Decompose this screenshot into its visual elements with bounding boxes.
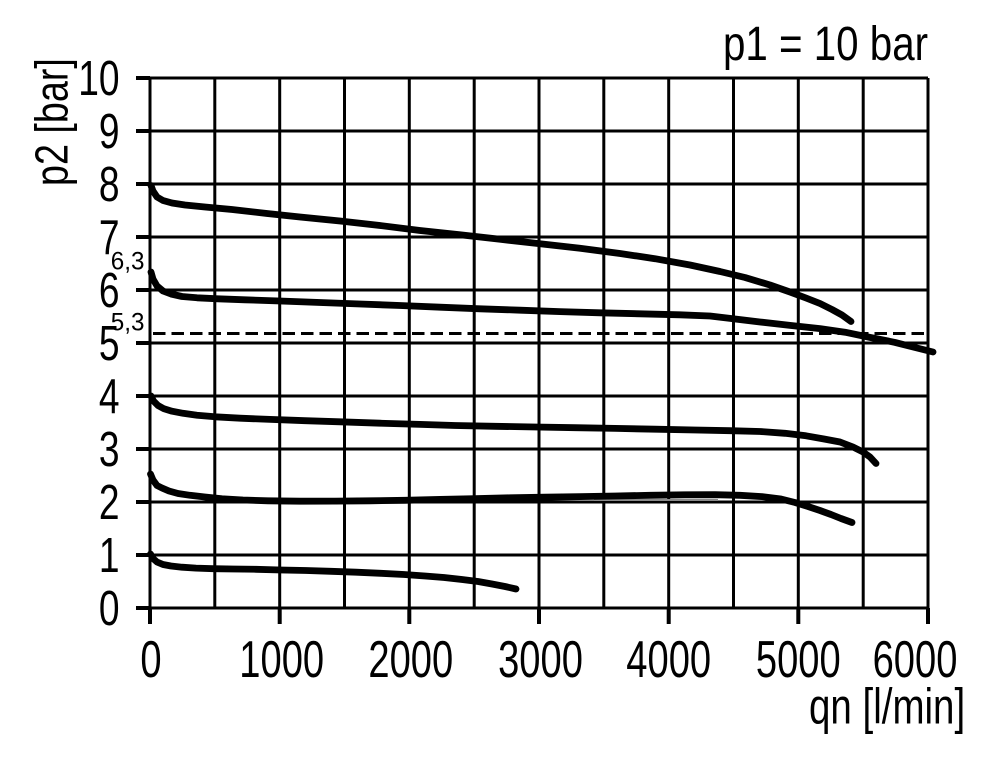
svg-text:8: 8 — [99, 157, 120, 212]
svg-text:2: 2 — [99, 475, 120, 530]
svg-text:9: 9 — [99, 104, 120, 159]
svg-text:6,3: 6,3 — [111, 248, 145, 275]
svg-text:6: 6 — [99, 263, 120, 318]
svg-text:1: 1 — [99, 528, 120, 583]
svg-text:5,3: 5,3 — [111, 309, 145, 336]
svg-text:qn [l/min]: qn [l/min] — [809, 680, 965, 735]
svg-text:6000: 6000 — [873, 630, 958, 688]
svg-text:2000: 2000 — [368, 630, 453, 688]
svg-text:3: 3 — [99, 422, 120, 477]
svg-text:3000: 3000 — [498, 630, 583, 688]
svg-text:0: 0 — [99, 581, 120, 636]
svg-text:0: 0 — [140, 630, 161, 688]
svg-text:10: 10 — [78, 51, 119, 106]
svg-text:5000: 5000 — [756, 630, 841, 688]
svg-text:7: 7 — [99, 210, 120, 265]
svg-text:1000: 1000 — [239, 630, 324, 688]
svg-text:4: 4 — [99, 369, 120, 424]
svg-text:p1 = 10 bar: p1 = 10 bar — [723, 18, 928, 71]
svg-text:4000: 4000 — [626, 630, 711, 688]
svg-text:p2 [bar]: p2 [bar] — [26, 58, 77, 186]
svg-text:5: 5 — [99, 316, 120, 371]
